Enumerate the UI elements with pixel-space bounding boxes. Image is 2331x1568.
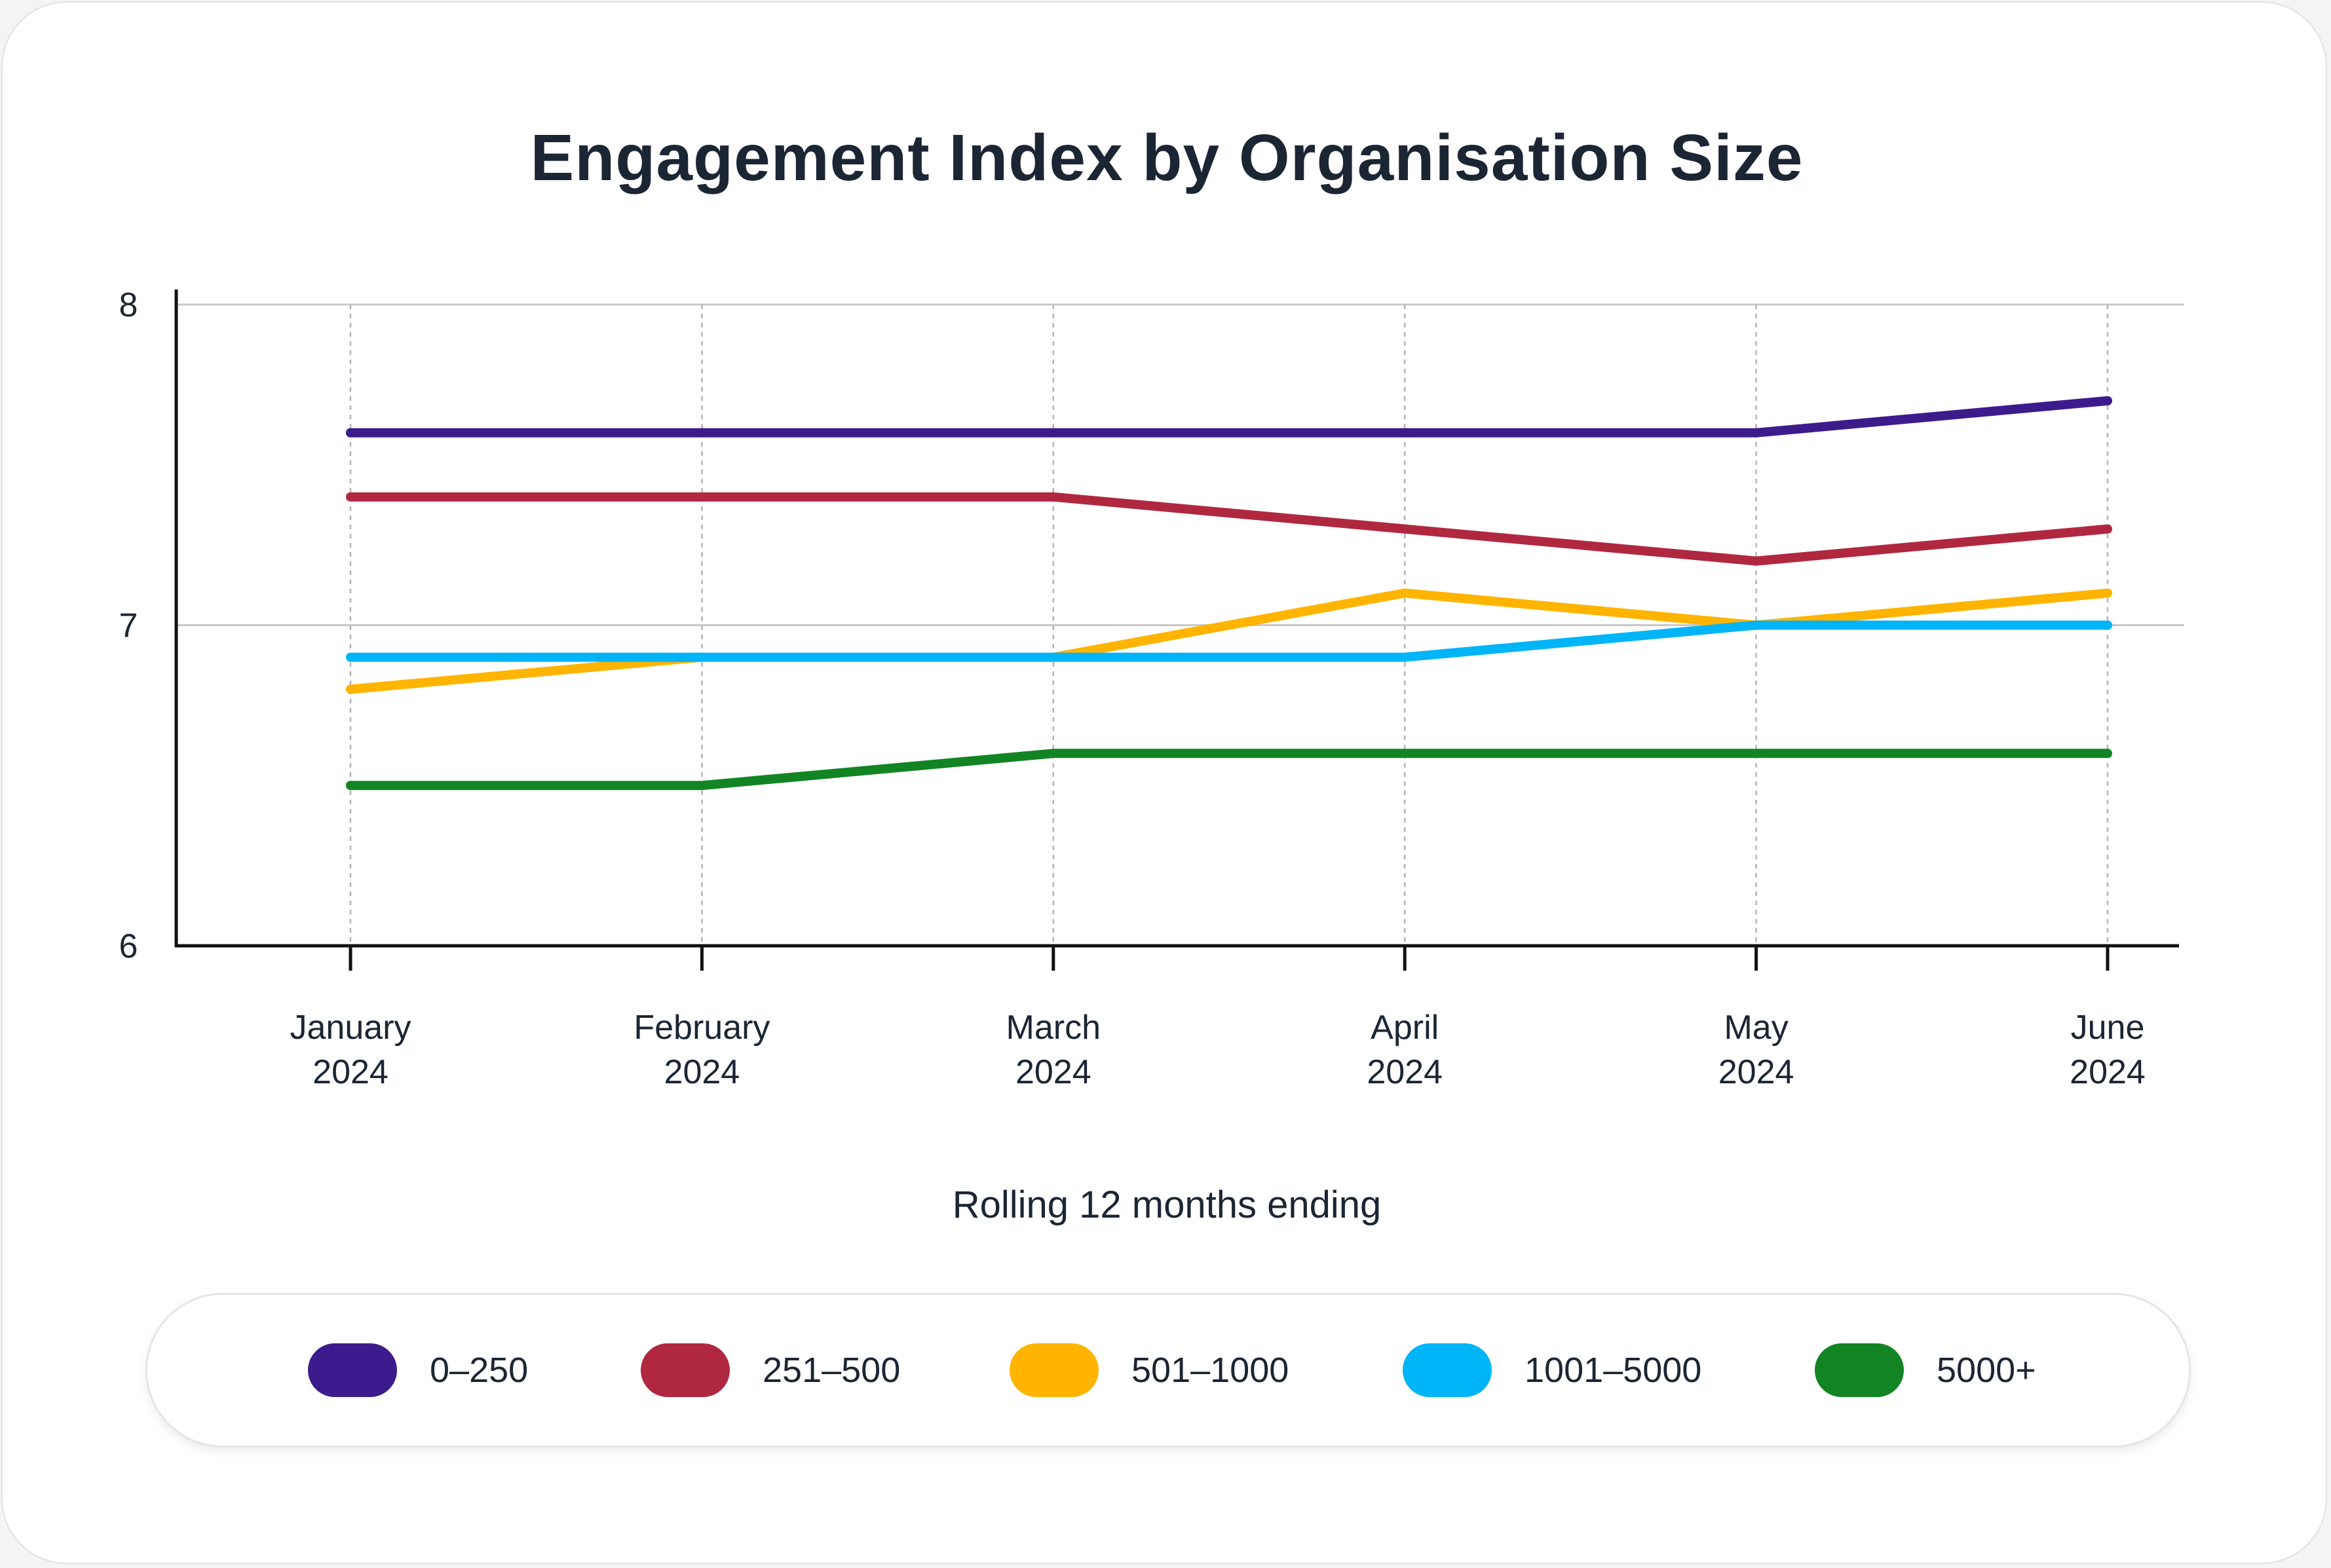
legend-swatch <box>308 1343 397 1397</box>
data-point-1-1 <box>697 492 707 502</box>
legend-label: 5000+ <box>1937 1351 2036 1390</box>
series-2 <box>346 588 2112 694</box>
line-chart: 6 7 8 January 2024 February 2024 March 2024 April… <box>119 286 2184 1226</box>
data-point-4-2 <box>1048 749 1058 758</box>
legend-swatch <box>1403 1343 1492 1397</box>
data-point-3-3 <box>1400 652 1410 662</box>
legend-item-4: 5000+ <box>1815 1295 2036 1446</box>
data-point-3-4 <box>1751 620 1761 630</box>
legend-label: 501–1000 <box>1131 1351 1289 1390</box>
series-line-0 <box>346 396 2112 438</box>
data-point-2-5 <box>2103 588 2112 598</box>
y-tick-label-6: 6 <box>119 927 138 965</box>
legend-swatch <box>1010 1343 1099 1397</box>
legend-item-2: 501–1000 <box>1010 1295 1289 1446</box>
x-tick-label-3: April 2024 <box>1367 1009 1443 1091</box>
series-lines <box>346 396 2112 791</box>
data-point-1-2 <box>1048 492 1058 502</box>
data-point-2-0 <box>346 684 355 694</box>
x-axis-title: Rolling 12 months ending <box>953 1184 1382 1226</box>
data-point-1-5 <box>2103 524 2112 534</box>
legend-item-3: 1001–5000 <box>1403 1295 1701 1446</box>
chart-title: Engagement Index by Organisation Size <box>530 121 1804 195</box>
axes <box>174 289 2179 971</box>
data-point-4-1 <box>697 781 707 791</box>
data-point-0-2 <box>1048 428 1058 438</box>
y-tick-label-8: 8 <box>119 286 138 324</box>
series-line-1 <box>346 492 2112 566</box>
x-tick-label-2: March 2024 <box>1006 1009 1101 1091</box>
y-tick-label-7: 7 <box>119 607 138 645</box>
series-line-4 <box>346 749 2112 791</box>
x-tick-label-1: February 2024 <box>634 1009 770 1091</box>
x-tick-label-0: January 2024 <box>290 1009 411 1091</box>
legend-label: 0–250 <box>430 1351 529 1390</box>
series-1 <box>346 492 2112 566</box>
data-point-3-1 <box>697 652 707 662</box>
data-point-1-0 <box>346 492 355 502</box>
data-point-0-1 <box>697 428 707 438</box>
legend-swatch <box>641 1343 730 1397</box>
axis-labels: 6 7 8 January 2024 February 2024 March 2024 April… <box>119 286 2146 1226</box>
legend-swatch <box>1815 1343 1904 1397</box>
data-point-2-3 <box>1400 588 1410 598</box>
data-point-0-0 <box>346 428 355 438</box>
x-tick-label-4: May 2024 <box>1718 1009 1794 1091</box>
series-4 <box>346 749 2112 791</box>
series-line-2 <box>346 588 2112 694</box>
data-point-1-3 <box>1400 524 1410 534</box>
legend-item-1: 251–500 <box>641 1295 900 1446</box>
legend-label: 251–500 <box>763 1351 901 1390</box>
data-point-4-0 <box>346 781 355 791</box>
data-point-3-2 <box>1048 652 1058 662</box>
series-line-3 <box>346 620 2112 662</box>
data-point-4-5 <box>2103 749 2112 758</box>
data-point-0-4 <box>1751 428 1761 438</box>
data-point-3-0 <box>346 652 355 662</box>
legend-item-0: 0–250 <box>308 1295 528 1446</box>
series-3 <box>346 620 2112 662</box>
data-point-0-5 <box>2103 396 2112 405</box>
series-0 <box>346 396 2112 438</box>
data-point-3-5 <box>2103 620 2112 630</box>
legend: 0–250 251–500 501–1000 1001–5000 5000+ <box>145 1293 2191 1447</box>
data-point-1-4 <box>1751 556 1761 566</box>
x-tick-label-5: June 2024 <box>2070 1009 2146 1091</box>
data-point-4-4 <box>1751 749 1761 758</box>
data-point-0-3 <box>1400 428 1410 438</box>
legend-label: 1001–5000 <box>1525 1351 1702 1390</box>
data-point-4-3 <box>1400 749 1410 758</box>
